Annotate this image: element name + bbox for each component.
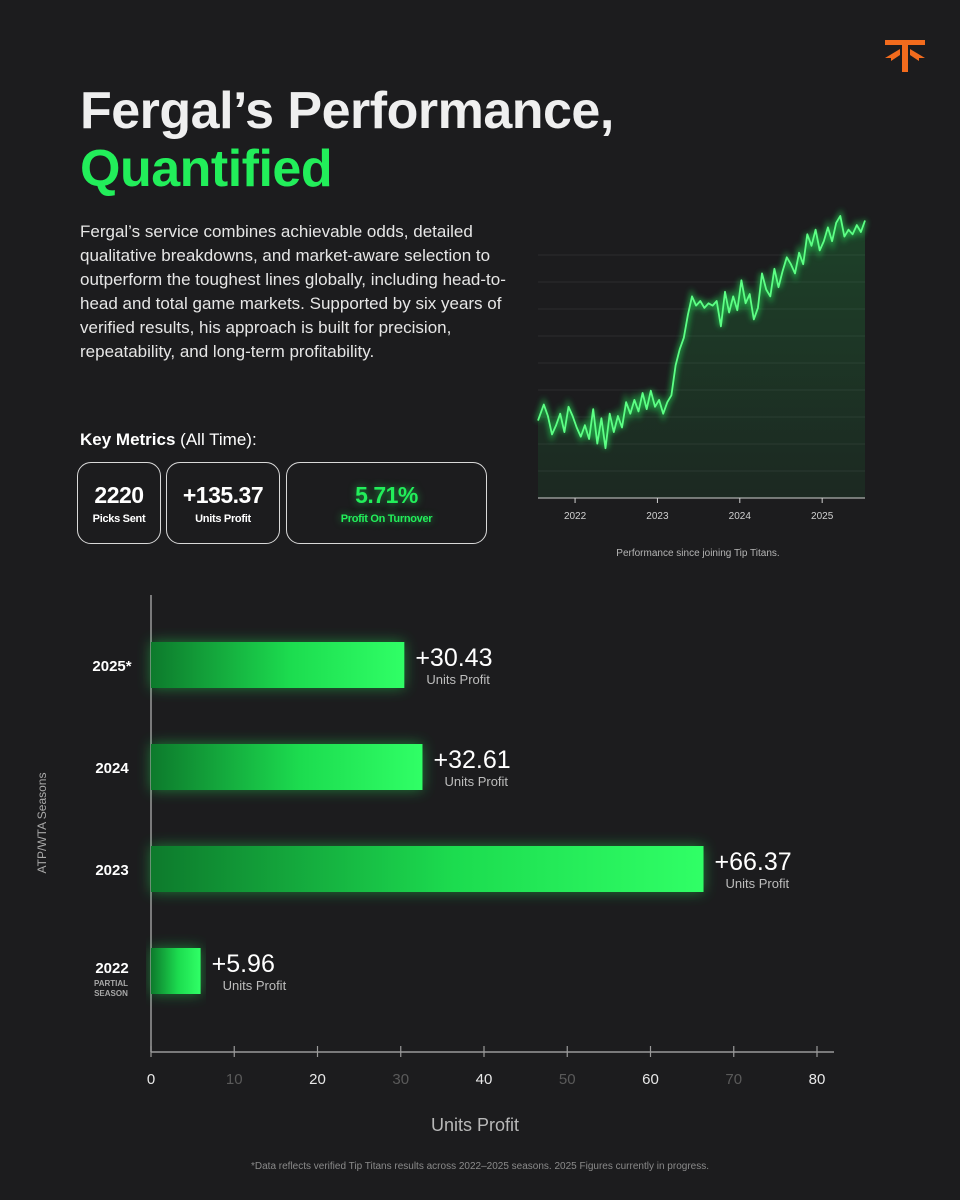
bar-category-label: 2025* (92, 658, 131, 675)
metric-label: Picks Sent (92, 512, 146, 525)
bar-chart-tick-label: 60 (642, 1071, 659, 1088)
bar-value-unit: Units Profit (426, 672, 490, 687)
key-metrics-heading: Key Metrics (All Time): (80, 430, 257, 450)
line-chart-tick-label: 2025 (811, 511, 834, 522)
metric-value: +135.37 (182, 481, 264, 508)
bar-chart-y-axis-label: ATP/WTA Seasons (35, 773, 49, 874)
metric-value: 5.71% (355, 481, 418, 508)
line-chart-tick-label: 2022 (564, 511, 587, 522)
bar-chart-tick-label: 0 (147, 1071, 155, 1088)
metric-label: Profit On Turnover (340, 512, 433, 525)
footnote: *Data reflects verified Tip Titans resul… (250, 1161, 709, 1172)
bar (151, 744, 423, 790)
seasons-bar-chart: 0 10 20 30 40 50 60 70 80 Units Profit ATP/WTA Sea… (35, 595, 834, 1135)
bar-chart-tick-label: 10 (226, 1071, 243, 1088)
bar-value-label: +66.37 (715, 848, 792, 876)
bar-category-sublabel: PARTIAL (94, 979, 128, 988)
metric-value: 2220 (94, 481, 144, 508)
key-metrics-heading-rest: (All Time): (175, 430, 257, 449)
line-chart-series (537, 215, 866, 450)
line-chart-tick-label: 2024 (729, 511, 752, 522)
metric-label: Units Profit (195, 512, 251, 525)
bar-category-sublabel: SEASON (94, 989, 128, 998)
title-line-1: Fergal’s Performance, (80, 82, 614, 140)
bar-chart-x-axis-label: Units Profit (431, 1115, 519, 1135)
bar-chart-tick-label: 70 (725, 1071, 742, 1088)
bar-chart-tick-label: 50 (559, 1071, 576, 1088)
bar-category-label: 2023 (95, 862, 128, 879)
bar-value-unit: Units Profit (444, 774, 508, 789)
bar-chart-tick-label: 80 (809, 1071, 826, 1088)
line-chart-x-ticks: 2022 2023 2024 2025 (564, 498, 834, 522)
bar-chart-layer: 0 10 20 30 40 50 60 70 80 Units Profit ATP/WTA Sea… (35, 595, 834, 1135)
bar-chart-tick-label: 20 (309, 1071, 326, 1088)
line-chart-area (538, 215, 865, 498)
bar-chart-tick-label: 40 (476, 1071, 493, 1088)
bar-value-label: +5.96 (212, 950, 275, 978)
line-chart-tick-label: 2023 (646, 511, 669, 522)
tip-titans-logo-icon (885, 40, 925, 72)
bar-category-label: 2022 (95, 960, 128, 977)
page-title: Fergal’s Performance, Quantified (80, 82, 614, 198)
bar-category-label: 2024 (95, 760, 129, 777)
metric-card-picks-sent: 2220 Picks Sent (77, 462, 161, 544)
bar (151, 948, 201, 994)
metric-card-units-profit: +135.37 Units Profit (166, 462, 280, 544)
key-metrics-heading-bold: Key Metrics (80, 430, 176, 449)
performance-line-chart: 2022 2023 2024 2025 (535, 209, 868, 522)
metric-card-profit-on-turnover: 5.71% Profit On Turnover (286, 462, 487, 544)
bar-value-label: +32.61 (433, 746, 510, 774)
bar (151, 846, 704, 892)
title-line-2: Quantified (80, 140, 333, 198)
bar-value-unit: Units Profit (223, 978, 287, 993)
bar-chart-tick-label: 30 (392, 1071, 409, 1088)
bar-value-label: +30.43 (415, 644, 492, 672)
bar (151, 642, 405, 688)
bar-value-unit: Units Profit (726, 876, 790, 891)
intro-paragraph: Fergal’s service combines achievable odd… (80, 222, 506, 361)
line-chart-caption: Performance since joining Tip Titans. (616, 548, 780, 559)
